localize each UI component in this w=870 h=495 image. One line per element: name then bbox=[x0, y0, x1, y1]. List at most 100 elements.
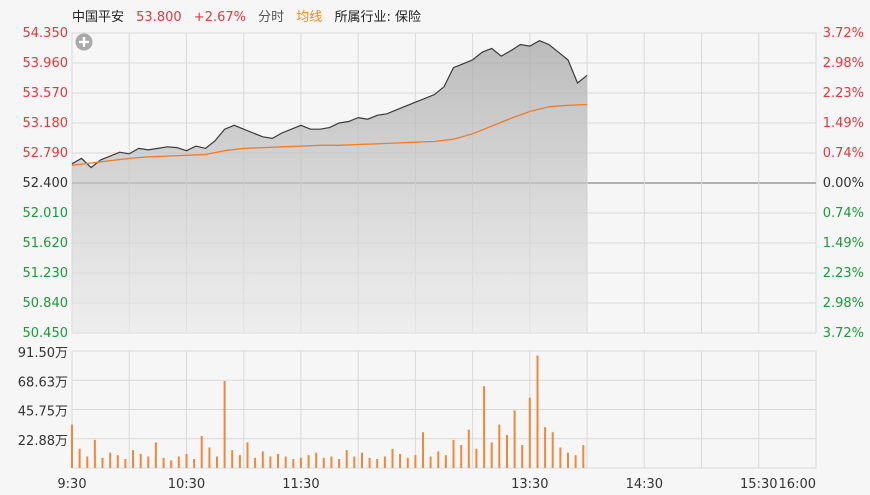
volume-bar bbox=[330, 456, 333, 468]
volume-bar bbox=[383, 456, 386, 468]
volume-bar bbox=[490, 442, 493, 468]
line-series bbox=[71, 40, 588, 169]
volume-bar bbox=[528, 397, 531, 468]
volume-bar bbox=[521, 445, 524, 468]
volume-bar bbox=[338, 459, 341, 468]
volume-bar bbox=[132, 450, 134, 468]
y-tick-left: 51.230 bbox=[23, 266, 69, 281]
volume-bar bbox=[582, 445, 585, 468]
x-tick-label: 15:30 bbox=[740, 477, 777, 492]
volume-bar bbox=[353, 456, 356, 468]
volume-bar bbox=[506, 434, 508, 468]
volume-bar bbox=[315, 452, 318, 468]
y-tick-right: 2.23% bbox=[823, 266, 864, 281]
volume-bar bbox=[193, 459, 196, 468]
volume-bar bbox=[391, 448, 394, 468]
volume-bar bbox=[322, 457, 325, 468]
volume-bar bbox=[460, 445, 463, 468]
stock-name: 中国平安 bbox=[72, 10, 125, 25]
y-tick-left: 52.400 bbox=[23, 176, 69, 191]
volume-bar bbox=[551, 432, 554, 468]
change-percent: +2.67% bbox=[193, 10, 246, 25]
volume-bar bbox=[422, 432, 424, 468]
y-tick-right: 1.49% bbox=[823, 116, 864, 131]
volume-bar bbox=[277, 453, 279, 468]
y-tick-left: 53.960 bbox=[23, 56, 69, 71]
volume-bar bbox=[162, 457, 165, 468]
volume-bar bbox=[124, 459, 127, 468]
period-label[interactable]: 分时 bbox=[258, 10, 285, 25]
volume-bar bbox=[444, 455, 447, 468]
volume-bar bbox=[368, 457, 371, 468]
y-tick-left: 50.450 bbox=[23, 326, 69, 341]
volume-bar bbox=[429, 456, 432, 468]
y-tick-left: 52.010 bbox=[23, 206, 69, 221]
volume-bar bbox=[284, 456, 287, 468]
volume-bar bbox=[154, 442, 157, 468]
y-tick-left: 51.620 bbox=[23, 236, 69, 251]
y-tick-left: 53.180 bbox=[23, 116, 69, 131]
volume-bar bbox=[177, 456, 180, 468]
volume-bar bbox=[544, 427, 547, 468]
y-tick-right: 1.49% bbox=[823, 236, 864, 251]
price-line bbox=[71, 40, 588, 169]
y-tick-left: 52.790 bbox=[23, 146, 69, 161]
volume-bar bbox=[536, 355, 539, 468]
volume-bar bbox=[399, 453, 402, 468]
industry-label: 所属行业: 保险 bbox=[334, 10, 421, 25]
plus-circle-icon[interactable] bbox=[75, 33, 93, 51]
volume-y-tick: 68.63万 bbox=[18, 375, 68, 390]
volume-y-tick: 45.75万 bbox=[18, 405, 68, 420]
volume-bar bbox=[361, 452, 363, 468]
x-tick-label: 10:30 bbox=[168, 477, 205, 492]
x-tick-label: 16:00 bbox=[779, 477, 816, 492]
volume-bar bbox=[246, 442, 249, 468]
volume-bar bbox=[299, 457, 302, 468]
volume-bar bbox=[406, 457, 409, 468]
volume-bar bbox=[78, 448, 81, 468]
avg-line-label: 均线 bbox=[296, 10, 323, 25]
volume-bar bbox=[86, 456, 89, 468]
volume-bar bbox=[269, 456, 272, 468]
y-tick-left: 54.350 bbox=[23, 26, 69, 41]
volume-bar bbox=[93, 439, 96, 468]
volume-bar bbox=[170, 460, 173, 468]
chart-header: 中国平安 53.800 +2.67% 分时 均线 所属行业: 保险 bbox=[72, 6, 429, 26]
x-tick-label: 13:30 bbox=[511, 477, 548, 492]
volume-bar bbox=[483, 386, 486, 468]
volume-bar bbox=[231, 450, 234, 468]
volume-bar bbox=[200, 436, 203, 468]
volume-bar bbox=[147, 456, 150, 468]
x-tick-label: 9:30 bbox=[57, 477, 86, 492]
volume-bar bbox=[498, 424, 501, 468]
y-tick-right: 2.23% bbox=[823, 86, 864, 101]
volume-bar bbox=[292, 459, 295, 468]
volume-bar bbox=[467, 429, 470, 468]
volume-bars bbox=[71, 355, 585, 468]
y-tick-right: 3.72% bbox=[823, 326, 864, 341]
y-tick-left: 50.840 bbox=[23, 296, 69, 311]
price-area bbox=[72, 40, 588, 333]
x-tick-label: 11:30 bbox=[282, 477, 319, 492]
y-tick-right: 3.72% bbox=[823, 26, 864, 41]
volume-bar bbox=[254, 457, 257, 468]
volume-bar bbox=[452, 439, 455, 468]
volume-bar bbox=[567, 452, 569, 468]
y-tick-right: 0.74% bbox=[823, 206, 864, 221]
volume-bar bbox=[574, 455, 577, 468]
y-tick-right: 2.98% bbox=[823, 56, 864, 71]
average-line bbox=[71, 103, 588, 166]
y-tick-right: 2.98% bbox=[823, 296, 864, 311]
volume-bar bbox=[208, 447, 211, 468]
volume-bar bbox=[116, 455, 119, 468]
axis-labels: 54.350 3.72% 53.960 2.98% 53.570 2.23% 53.180 1… bbox=[18, 26, 864, 492]
volume-bar bbox=[109, 452, 112, 468]
volume-bar bbox=[223, 381, 226, 468]
volume-bar bbox=[559, 447, 562, 468]
volume-y-tick: 22.88万 bbox=[18, 434, 68, 449]
volume-bar bbox=[475, 448, 478, 468]
volume-bar bbox=[307, 455, 310, 468]
volume-bar bbox=[513, 410, 516, 468]
current-price: 53.800 bbox=[136, 10, 182, 25]
